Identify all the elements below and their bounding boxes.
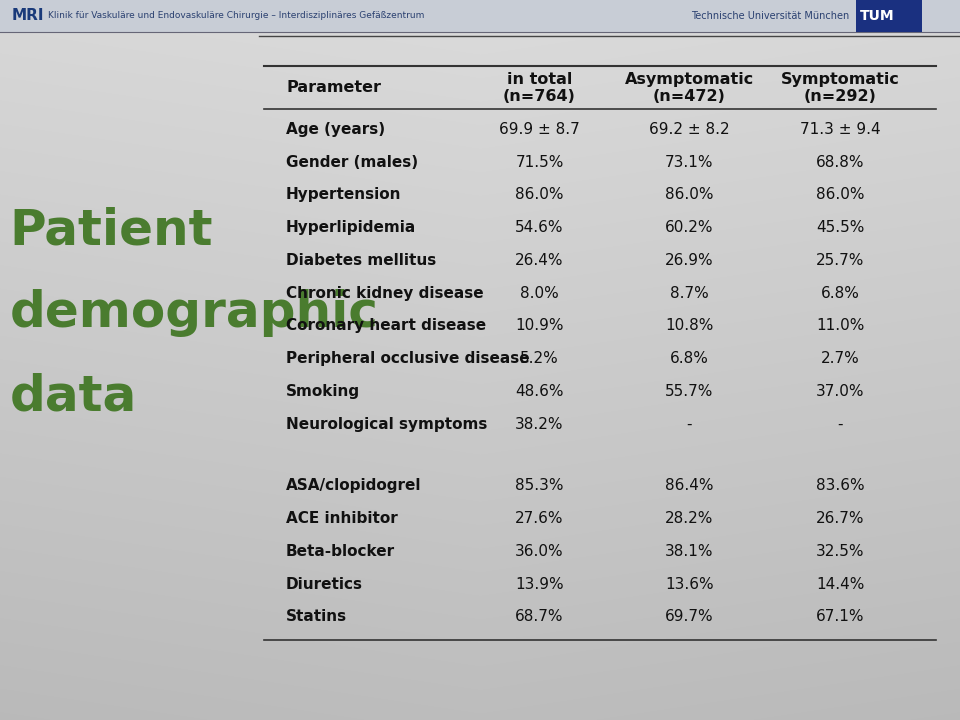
Text: 54.6%: 54.6% bbox=[516, 220, 564, 235]
Text: 60.2%: 60.2% bbox=[665, 220, 713, 235]
Text: 86.0%: 86.0% bbox=[665, 187, 713, 202]
Text: 38.1%: 38.1% bbox=[665, 544, 713, 559]
Text: demographic: demographic bbox=[10, 289, 378, 337]
Text: 2.7%: 2.7% bbox=[821, 351, 859, 366]
Text: 55.7%: 55.7% bbox=[665, 384, 713, 399]
Text: Age (years): Age (years) bbox=[286, 122, 385, 137]
Text: -: - bbox=[686, 417, 692, 432]
Text: Technische Universität München: Technische Universität München bbox=[691, 11, 850, 21]
Text: 10.8%: 10.8% bbox=[665, 318, 713, 333]
Text: 10.9%: 10.9% bbox=[516, 318, 564, 333]
Text: Peripheral occlusive disease: Peripheral occlusive disease bbox=[286, 351, 530, 366]
Text: -: - bbox=[837, 417, 843, 432]
Text: 14.4%: 14.4% bbox=[816, 577, 864, 592]
Text: 6.8%: 6.8% bbox=[670, 351, 708, 366]
Text: 69.2 ± 8.2: 69.2 ± 8.2 bbox=[649, 122, 730, 137]
Text: 83.6%: 83.6% bbox=[816, 478, 864, 493]
Text: 85.3%: 85.3% bbox=[516, 478, 564, 493]
Bar bbox=[856, 0, 922, 32]
Text: 26.7%: 26.7% bbox=[816, 511, 864, 526]
Text: 69.7%: 69.7% bbox=[665, 609, 713, 624]
Text: 28.2%: 28.2% bbox=[665, 511, 713, 526]
Text: 36.0%: 36.0% bbox=[516, 544, 564, 559]
Text: 86.4%: 86.4% bbox=[665, 478, 713, 493]
Text: Diuretics: Diuretics bbox=[286, 577, 363, 592]
Text: MRI: MRI bbox=[12, 9, 44, 24]
Text: data: data bbox=[10, 372, 137, 420]
Text: Hyperlipidemia: Hyperlipidemia bbox=[286, 220, 417, 235]
Text: 26.4%: 26.4% bbox=[516, 253, 564, 268]
Text: Chronic kidney disease: Chronic kidney disease bbox=[286, 286, 484, 301]
Text: 8.0%: 8.0% bbox=[520, 286, 559, 301]
Text: Gender (males): Gender (males) bbox=[286, 155, 419, 170]
Text: Parameter: Parameter bbox=[286, 81, 381, 95]
Text: 13.6%: 13.6% bbox=[665, 577, 713, 592]
Text: 8.7%: 8.7% bbox=[670, 286, 708, 301]
Text: 69.9 ± 8.7: 69.9 ± 8.7 bbox=[499, 122, 580, 137]
Text: Asymptomatic
(n=472): Asymptomatic (n=472) bbox=[625, 71, 754, 104]
Text: ASA/clopidogrel: ASA/clopidogrel bbox=[286, 478, 421, 493]
Text: 45.5%: 45.5% bbox=[816, 220, 864, 235]
Text: 25.7%: 25.7% bbox=[816, 253, 864, 268]
Text: ACE inhibitor: ACE inhibitor bbox=[286, 511, 397, 526]
Text: 68.7%: 68.7% bbox=[516, 609, 564, 624]
Text: 5.2%: 5.2% bbox=[520, 351, 559, 366]
Text: 86.0%: 86.0% bbox=[516, 187, 564, 202]
Text: 11.0%: 11.0% bbox=[816, 318, 864, 333]
Text: Diabetes mellitus: Diabetes mellitus bbox=[286, 253, 437, 268]
Text: 73.1%: 73.1% bbox=[665, 155, 713, 170]
Text: Patient: Patient bbox=[10, 207, 213, 254]
Text: 71.3 ± 9.4: 71.3 ± 9.4 bbox=[800, 122, 880, 137]
Text: 26.9%: 26.9% bbox=[665, 253, 713, 268]
Text: 13.9%: 13.9% bbox=[516, 577, 564, 592]
Text: 68.8%: 68.8% bbox=[816, 155, 864, 170]
Text: Hypertension: Hypertension bbox=[286, 187, 401, 202]
Text: 48.6%: 48.6% bbox=[516, 384, 564, 399]
Text: 67.1%: 67.1% bbox=[816, 609, 864, 624]
Text: 27.6%: 27.6% bbox=[516, 511, 564, 526]
Text: 38.2%: 38.2% bbox=[516, 417, 564, 432]
Text: Symptomatic
(n=292): Symptomatic (n=292) bbox=[780, 71, 900, 104]
Text: Smoking: Smoking bbox=[286, 384, 360, 399]
Text: Neurological symptoms: Neurological symptoms bbox=[286, 417, 488, 432]
Bar bbox=[0, 0, 960, 32]
Text: 37.0%: 37.0% bbox=[816, 384, 864, 399]
Text: 6.8%: 6.8% bbox=[821, 286, 859, 301]
Text: in total
(n=764): in total (n=764) bbox=[503, 71, 576, 104]
Text: Statins: Statins bbox=[286, 609, 348, 624]
Text: 71.5%: 71.5% bbox=[516, 155, 564, 170]
Text: Coronary heart disease: Coronary heart disease bbox=[286, 318, 486, 333]
Text: TUM: TUM bbox=[860, 9, 895, 23]
Text: 86.0%: 86.0% bbox=[816, 187, 864, 202]
Text: 32.5%: 32.5% bbox=[816, 544, 864, 559]
Text: Beta-blocker: Beta-blocker bbox=[286, 544, 396, 559]
Text: Klinik für Vaskuläre und Endovaskuläre Chirurgie – Interdisziplinäres Gefäßzentr: Klinik für Vaskuläre und Endovaskuläre C… bbox=[48, 12, 424, 20]
